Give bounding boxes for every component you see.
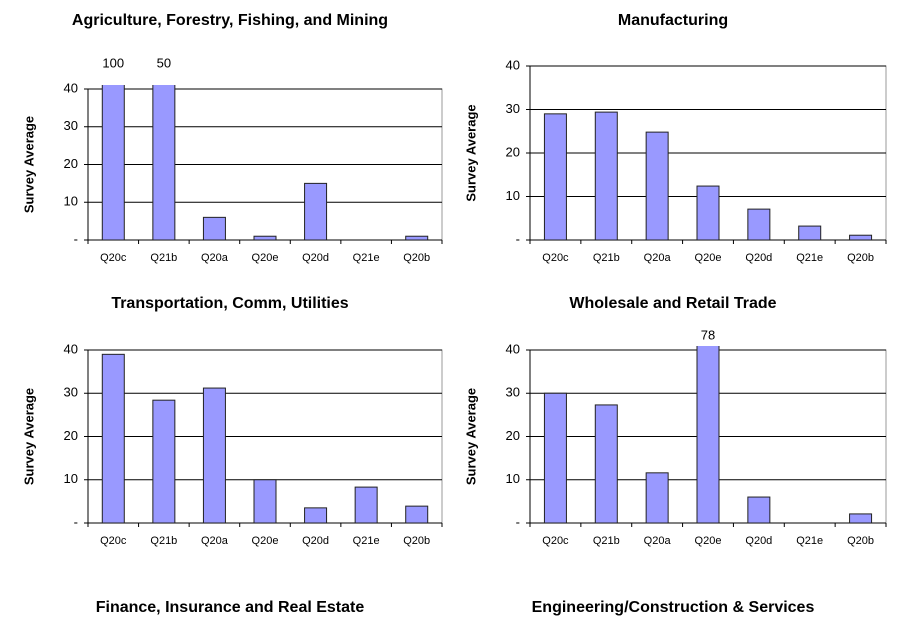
x-tick-label: Q21e <box>353 535 380 547</box>
y-tick-label: 10 <box>506 188 520 203</box>
y-tick-label: 40 <box>64 80 78 95</box>
y-tick-label: - <box>516 514 520 529</box>
x-tick-label: Q20e <box>252 252 279 264</box>
x-tick-label: Q20e <box>695 252 722 264</box>
bar <box>645 131 669 240</box>
x-tick-label: Q20e <box>252 535 279 547</box>
bar <box>594 111 618 240</box>
y-axis-label: Survey Average <box>21 388 36 485</box>
y-tick-label: 10 <box>506 471 520 486</box>
data-label: 100 <box>102 55 124 70</box>
bar <box>696 346 720 523</box>
chart-title: Transportation, Comm, Utilities <box>111 295 349 312</box>
y-axis-label: Survey Average <box>21 116 36 213</box>
x-tick-label: Q21e <box>796 252 823 264</box>
y-tick-label: 30 <box>64 385 78 400</box>
x-tick-label: Q20c <box>100 252 127 264</box>
y-tick-label: - <box>74 231 78 246</box>
x-tick-label: Q21b <box>150 535 177 547</box>
y-tick-label: 40 <box>506 341 520 356</box>
y-tick-label: 10 <box>64 194 78 209</box>
y-tick-label: 30 <box>64 118 78 133</box>
x-tick-label: Q20b <box>847 535 874 547</box>
y-tick-label: 10 <box>64 471 78 486</box>
bar <box>594 404 618 523</box>
x-tick-label: Q20b <box>403 252 430 264</box>
bar <box>849 234 873 240</box>
x-tick-label: Q21e <box>796 535 823 547</box>
bar <box>152 85 176 240</box>
y-tick-label: 20 <box>506 144 520 159</box>
data-label: 78 <box>701 327 715 342</box>
y-tick-label: 30 <box>506 101 520 116</box>
bar <box>354 486 378 523</box>
x-tick-label: Q20b <box>847 252 874 264</box>
x-tick-label: Q21b <box>593 252 620 264</box>
x-tick-label: Q20c <box>542 252 569 264</box>
bar <box>849 513 873 523</box>
bar <box>798 225 822 240</box>
bar <box>405 505 429 523</box>
bar <box>304 182 328 240</box>
x-tick-label: Q20a <box>644 252 672 264</box>
chart-title: Manufacturing <box>617 12 729 29</box>
y-axis-label: Survey Average <box>463 388 478 485</box>
bar <box>253 479 277 523</box>
x-tick-label: Q20a <box>644 535 672 547</box>
bar <box>747 208 771 240</box>
chart-title: Agriculture, Forestry, Fishing, and Mini… <box>71 12 389 29</box>
chart-title: Wholesale and Retail Trade <box>569 295 777 312</box>
x-tick-label: Q20a <box>201 252 229 264</box>
bar <box>253 235 277 240</box>
data-label: 50 <box>157 55 171 70</box>
y-tick-label: 40 <box>506 57 520 72</box>
y-tick-label: 30 <box>506 385 520 400</box>
bar <box>202 216 226 240</box>
x-tick-label: Q20c <box>100 535 127 547</box>
chart-title: Finance, Insurance and Real Estate <box>95 599 365 616</box>
x-tick-label: Q20d <box>745 535 772 547</box>
x-tick-label: Q20d <box>745 252 772 264</box>
bar <box>101 85 125 240</box>
x-tick-label: Q21e <box>353 252 380 264</box>
x-tick-label: Q20c <box>542 535 569 547</box>
bar <box>696 185 720 240</box>
x-tick-label: Q21b <box>150 252 177 264</box>
bar <box>101 353 125 523</box>
x-tick-label: Q20d <box>302 252 329 264</box>
y-tick-label: 40 <box>64 341 78 356</box>
bar <box>543 392 567 523</box>
bar <box>152 399 176 523</box>
y-tick-label: 20 <box>506 428 520 443</box>
y-tick-label: 20 <box>64 156 78 171</box>
x-tick-label: Q20a <box>201 535 229 547</box>
y-tick-label: 20 <box>64 428 78 443</box>
bar <box>202 387 226 523</box>
y-axis-label: Survey Average <box>463 104 478 201</box>
x-tick-label: Q20b <box>403 535 430 547</box>
bar <box>543 113 567 240</box>
chart-title: Engineering/Construction & Services <box>531 599 815 616</box>
x-tick-label: Q20d <box>302 535 329 547</box>
y-tick-label: - <box>74 514 78 529</box>
x-tick-label: Q21b <box>593 535 620 547</box>
y-tick-label: - <box>516 231 520 246</box>
bar <box>304 507 328 523</box>
x-tick-label: Q20e <box>695 535 722 547</box>
bar <box>405 235 429 240</box>
bar <box>747 496 771 523</box>
bar <box>645 472 669 523</box>
